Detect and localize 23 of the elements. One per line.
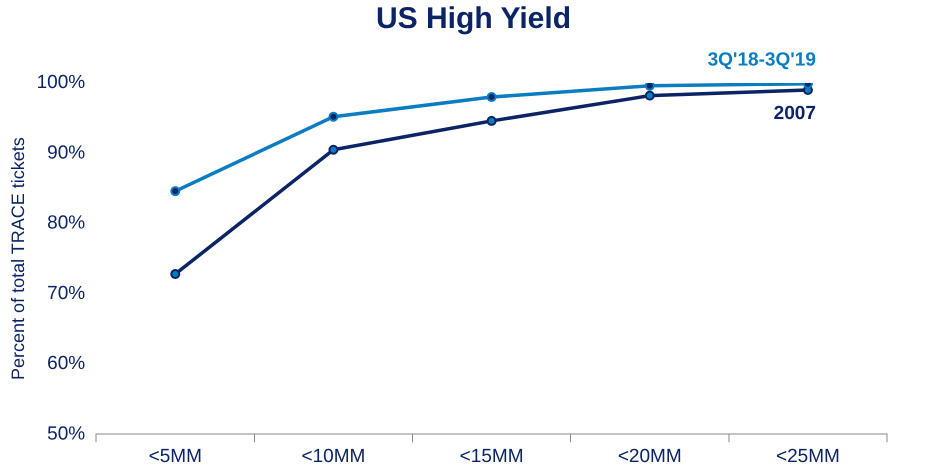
point bbox=[328, 144, 338, 155]
point bbox=[644, 83, 655, 91]
y-tick-label: 80% bbox=[47, 212, 86, 234]
x-tick-label: <5MM bbox=[148, 446, 202, 467]
x-tick-label: <20MM bbox=[618, 446, 682, 467]
point bbox=[644, 90, 655, 101]
x-tick-label: <15MM bbox=[460, 446, 524, 467]
point bbox=[486, 116, 497, 126]
series-label: 2007 bbox=[774, 102, 816, 124]
chart-title: US High Yield bbox=[374, 2, 572, 37]
point bbox=[170, 186, 180, 196]
y-axis-title: Percent of total TRACE tickets bbox=[8, 137, 28, 380]
y-tick-label: 50% bbox=[47, 423, 86, 444]
x-tick-label: <25MM bbox=[776, 446, 840, 467]
point bbox=[170, 269, 180, 280]
y-tick-label: 90% bbox=[47, 142, 86, 164]
x-tick-label: <10MM bbox=[301, 446, 366, 467]
series-label: 3Q'18-3Q'19 bbox=[708, 49, 816, 70]
y-tick-label: 100% bbox=[36, 72, 86, 94]
y-tick-label: 60% bbox=[47, 353, 86, 374]
point bbox=[486, 92, 497, 102]
y-tick-label: 70% bbox=[47, 282, 86, 304]
point bbox=[328, 112, 338, 122]
